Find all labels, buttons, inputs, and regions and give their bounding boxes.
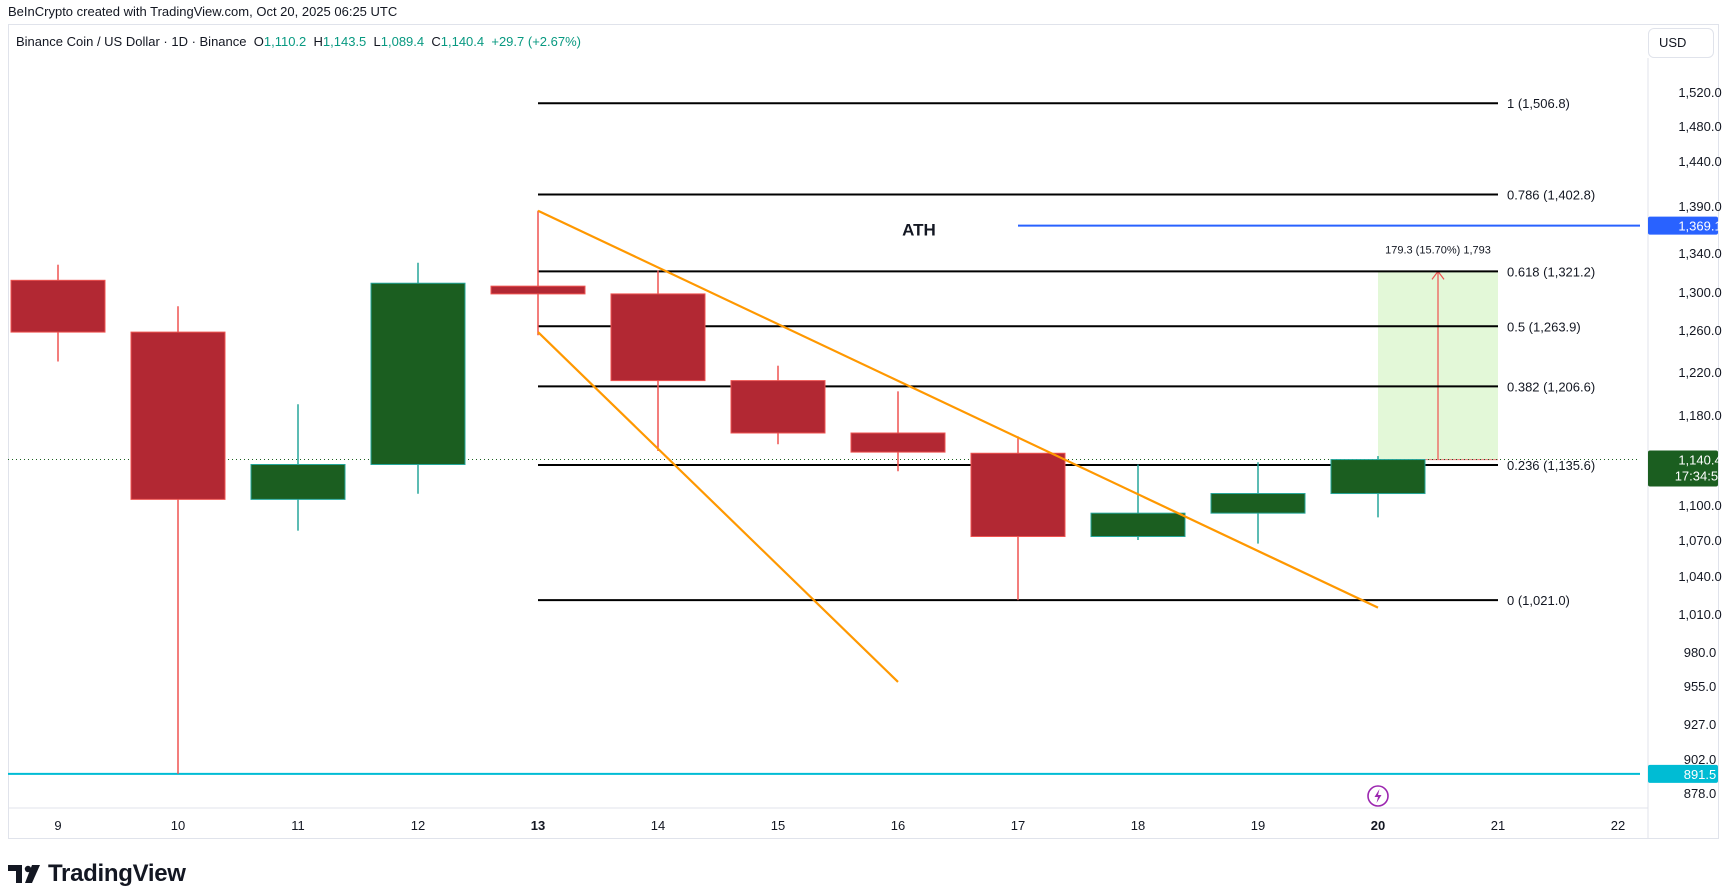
x-tick-label: 19 <box>1251 818 1265 833</box>
trendline-2 <box>537 331 899 683</box>
high-value: 1,143.5 <box>322 34 367 49</box>
y-tick-label: 902.0 <box>1684 752 1717 767</box>
open-value: 1,110.2 <box>263 34 307 49</box>
fib-label-1: 1 (1,506.8) <box>1507 96 1570 111</box>
y-tick-label: 1,070.0 <box>1678 533 1721 548</box>
y-tick-label: 1,390.0 <box>1678 199 1721 214</box>
close-label: C <box>431 34 441 49</box>
fib-label-0.236: 0.236 (1,135.6) <box>1507 458 1595 473</box>
y-tick-label: 1,040.0 <box>1678 569 1721 584</box>
current-price-badge-label: 1,140.4 <box>1678 453 1721 468</box>
x-tick-label: 17 <box>1011 818 1025 833</box>
y-tick-label: 1,260.0 <box>1678 323 1721 338</box>
x-tick-label: 18 <box>1131 818 1145 833</box>
y-tick-label: 955.0 <box>1684 679 1717 694</box>
support-price-badge-bg <box>1648 764 1718 783</box>
candle-body-15 <box>730 380 826 434</box>
candle-body-12 <box>370 282 466 465</box>
candle-body-16 <box>850 432 946 453</box>
current-price-badge-countdown: 17:34:53 <box>1675 469 1726 484</box>
tradingview-logo-icon <box>8 865 40 883</box>
candle-body-10 <box>130 331 226 500</box>
fib-label-0.786: 0.786 (1,402.8) <box>1507 187 1595 202</box>
y-tick-label: 1,180.0 <box>1678 408 1721 423</box>
candle-body-17 <box>970 452 1066 537</box>
symbol-name: Binance Coin / US Dollar · 1D · Binance <box>16 34 247 49</box>
candle-body-9 <box>10 279 106 333</box>
x-tick-label: 15 <box>771 818 785 833</box>
open-label: O <box>253 34 264 49</box>
tradingview-logo-text: TradingView <box>48 860 186 887</box>
candle-body-13 <box>490 285 586 295</box>
measure-label: 179.3 (15.70%) 1,793 <box>1385 244 1491 256</box>
y-tick-label: 878.0 <box>1684 786 1717 801</box>
y-tick-label: 1,520.0 <box>1678 85 1721 100</box>
y-tick-label: 1,220.0 <box>1678 365 1721 380</box>
y-tick-label: 1,100.0 <box>1678 498 1721 513</box>
x-tick-label: 14 <box>651 818 665 833</box>
x-tick-label: 12 <box>411 818 425 833</box>
attribution-text: BeInCrypto created with TradingView.com,… <box>8 4 398 19</box>
currency-button[interactable]: USD <box>1648 28 1714 58</box>
lightning-glyph <box>1374 789 1382 803</box>
trendline-1 <box>537 209 1379 609</box>
ath-label: ATH <box>902 221 936 240</box>
x-tick-label: 9 <box>54 818 61 833</box>
y-tick-label: 1,010.0 <box>1678 607 1721 622</box>
ath-price-badge-bg <box>1648 216 1718 235</box>
fib-label-0.618: 0.618 (1,321.2) <box>1507 264 1595 279</box>
tradingview-logo: TradingView <box>8 860 186 888</box>
candle-body-11 <box>250 464 346 500</box>
close-value: 1,140.4 <box>440 34 485 49</box>
support-price-badge-label: 891.5 <box>1684 767 1717 782</box>
chart-frame <box>8 24 1719 839</box>
candle-body-20 <box>1330 459 1426 495</box>
y-tick-label: 980.0 <box>1684 645 1717 660</box>
fib-label-0.5: 0.5 (1,263.9) <box>1507 319 1581 334</box>
low-label: L <box>373 34 381 49</box>
high-label: H <box>313 34 323 49</box>
x-tick-label: 10 <box>171 818 185 833</box>
x-tick-label: 11 <box>291 818 305 833</box>
symbol-legend: Binance Coin / US Dollar · 1D · Binance … <box>16 34 581 49</box>
x-tick-label: 22 <box>1611 818 1625 833</box>
fib-label-0: 0 (1,021.0) <box>1507 593 1570 608</box>
candle-body-19 <box>1210 493 1306 514</box>
y-tick-label: 1,440.0 <box>1678 154 1721 169</box>
x-tick-label: 13 <box>531 818 545 833</box>
fib-label-0.382: 0.382 (1,206.6) <box>1507 379 1595 394</box>
x-tick-label: 20 <box>1371 818 1385 833</box>
current-price-badge-bg <box>1648 450 1718 487</box>
y-tick-label: 1,480.0 <box>1678 119 1721 134</box>
y-tick-label: 1,300.0 <box>1678 285 1721 300</box>
change-value: +29.7 (+2.67%) <box>491 34 581 49</box>
ath-price-badge-label: 1,369.1 <box>1678 219 1721 234</box>
candle-body-18 <box>1090 512 1186 538</box>
y-tick-label: 1,340.0 <box>1678 246 1721 261</box>
low-value: 1,089.4 <box>380 34 425 49</box>
x-tick-label: 16 <box>891 818 905 833</box>
y-tick-label: 927.0 <box>1684 717 1717 732</box>
x-tick-label: 21 <box>1491 818 1505 833</box>
candle-body-14 <box>610 293 706 382</box>
